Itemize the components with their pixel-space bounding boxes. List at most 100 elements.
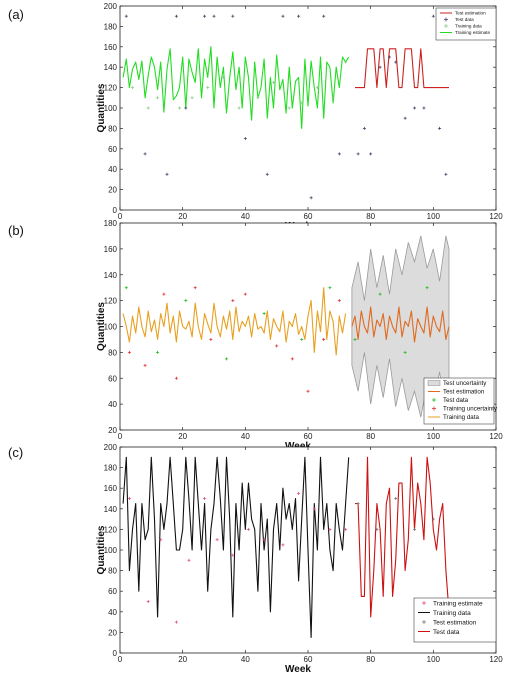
data-point-test-data (300, 337, 304, 341)
data-point-training-data (156, 96, 160, 100)
y-tick-label: 120 (104, 525, 118, 534)
legend-label: Training estimate (455, 30, 491, 35)
legend-item: Test data (418, 629, 460, 636)
data-point-test-data (438, 126, 442, 130)
data-point-training-uncertainty (337, 299, 341, 303)
y-tick-label: 20 (108, 186, 117, 195)
y-tick-label: 120 (104, 84, 118, 93)
panel-label: (b) (8, 223, 24, 238)
series-line-test-estimation (355, 48, 449, 89)
y-axis-label: Quantities (96, 83, 107, 132)
data-point-training-estimate (203, 497, 207, 500)
y-tick-label: 200 (104, 2, 118, 11)
data-point-training-estimate (262, 538, 266, 542)
data-point-test-data (444, 172, 448, 176)
data-point-test-data (413, 106, 417, 110)
data-point-training-uncertainty (306, 389, 310, 393)
legend-item: Test data (432, 397, 469, 404)
data-point-training-data (287, 106, 291, 110)
y-tick-label: 40 (108, 608, 117, 617)
data-point-test-data (394, 60, 398, 64)
y-tick-label: 100 (104, 323, 118, 332)
data-point-training-uncertainty (174, 376, 178, 380)
data-point-test-data (403, 350, 407, 354)
data-point-test-data (353, 337, 357, 341)
data-point-test-data (369, 152, 373, 156)
y-tick-label: 120 (104, 297, 118, 306)
x-tick-label: 0 (118, 432, 123, 441)
y-axis-label: Quantities (96, 525, 107, 574)
y-tick-label: 100 (104, 104, 118, 113)
x-tick-label: 80 (366, 655, 375, 664)
data-point-training-estimate (344, 527, 348, 531)
data-point-training-data (344, 60, 348, 64)
x-tick-label: 40 (241, 432, 250, 441)
data-point-test-data (262, 312, 266, 316)
series-line-training-data (122, 456, 350, 639)
data-point-training-uncertainty (127, 350, 131, 354)
chart-panel-1: (a) 0 20 40 60 80 100 120 0 20 40 60 80 100 120 140 160 1… (8, 2, 503, 232)
x-tick-label: 60 (304, 655, 313, 664)
data-point-test-data (281, 14, 285, 18)
y-tick-label: 20 (108, 426, 117, 435)
data-point-test-data (231, 14, 235, 18)
legend-item: Training uncertainty (432, 406, 498, 413)
legend-label: Test data (433, 629, 460, 636)
legend-label: Test estimation (443, 389, 485, 396)
x-tick-label: 100 (427, 655, 441, 664)
data-point-training-uncertainty (209, 337, 213, 341)
legend-item: Training data (444, 24, 482, 29)
data-point-test-data (124, 14, 128, 18)
y-tick-label: 140 (104, 271, 118, 280)
data-point-test-data (225, 357, 229, 361)
data-point-training-data (315, 86, 319, 90)
x-axis-label: Week (285, 664, 311, 674)
data-point-training-estimate (281, 543, 285, 547)
y-tick-label: 80 (108, 567, 117, 576)
y-tick-label: 180 (104, 464, 118, 473)
x-tick-label: 60 (304, 432, 313, 441)
legend-label: Training data (455, 24, 482, 29)
data-point-training-data (272, 81, 276, 84)
y-tick-label: 160 (104, 484, 118, 493)
y-tick-label: 200 (104, 443, 118, 452)
legend-label: Training estimate (433, 600, 483, 607)
legend-item: Test estimation (440, 11, 486, 16)
data-point-test-data (265, 172, 269, 176)
data-point-test-data (174, 14, 178, 18)
legend-label: Training data (443, 414, 479, 421)
legend-label: Training uncertainty (443, 406, 498, 413)
data-point-training-estimate (146, 600, 150, 603)
data-point-training-uncertainty (193, 286, 197, 290)
x-tick-label: 80 (366, 212, 375, 221)
legend-item: Training estimate (440, 30, 491, 35)
y-tick-label: 0 (113, 206, 118, 215)
legend-item: Training data (428, 414, 479, 421)
data-point-training-data (206, 86, 210, 90)
data-point-test-data (422, 106, 426, 110)
data-point-training-estimate (312, 507, 316, 511)
x-tick-label: 100 (427, 432, 441, 441)
data-point-test-data (322, 14, 326, 18)
x-tick-label: 20 (178, 212, 187, 221)
y-axis-label: Quantities (96, 302, 107, 351)
y-tick-label: 180 (104, 219, 118, 228)
y-tick-label: 40 (108, 400, 117, 409)
data-point-test-data (203, 14, 207, 18)
y-tick-label: 100 (104, 546, 118, 555)
x-axis-label: Week (285, 441, 311, 452)
data-point-test-estimation (375, 527, 379, 531)
data-point-test-data (337, 152, 341, 156)
legend: Training estimate Training data Test estim… (413, 597, 497, 643)
data-point-test-data (184, 299, 188, 303)
data-point-training-estimate (246, 527, 250, 531)
x-tick-label: 100 (427, 212, 441, 221)
legend-label: Test data (443, 397, 469, 404)
data-point-training-uncertainty (162, 292, 166, 296)
data-point-training-estimate (159, 538, 163, 542)
data-point-test-data (378, 292, 382, 296)
series-line-training-estimate (122, 46, 350, 129)
data-point-test-data (425, 286, 429, 290)
legend-label: Test estimation (455, 11, 486, 16)
data-point-training-data (221, 75, 225, 79)
